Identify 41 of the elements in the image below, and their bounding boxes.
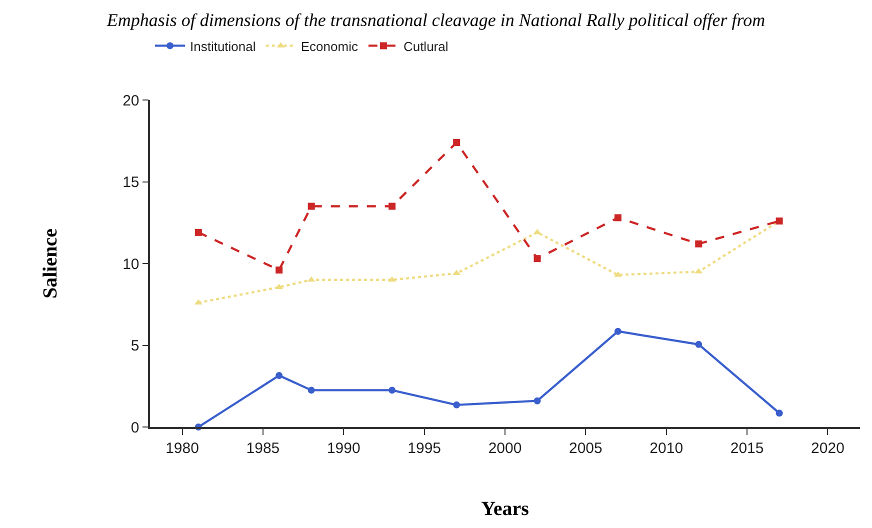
x-tick-label: 2005 <box>568 440 602 457</box>
point <box>534 255 541 262</box>
point <box>194 228 202 236</box>
legend-label: Cutlural <box>403 38 448 54</box>
point <box>307 276 316 282</box>
chart-title: Emphasis of dimensions of the transnational cleavage in National Rally political offer from <box>106 10 766 30</box>
x-tick-label: 2020 <box>811 440 844 457</box>
point <box>388 386 396 394</box>
point <box>276 372 283 379</box>
point <box>388 202 396 210</box>
x-tick-label: 1995 <box>408 440 442 457</box>
point <box>276 266 283 274</box>
point <box>695 240 702 248</box>
y-tick-label: 10 <box>122 256 140 273</box>
point <box>776 410 783 417</box>
legend-label: Institutional <box>190 38 256 54</box>
point <box>695 340 702 348</box>
y-tick-label: 15 <box>122 174 140 191</box>
point <box>388 276 396 282</box>
point <box>453 401 460 408</box>
y-tick-label: 0 <box>130 419 140 436</box>
point <box>308 202 315 210</box>
x-tick-label: 1990 <box>326 440 360 457</box>
x-tick-label: 2000 <box>488 440 522 457</box>
point <box>453 139 460 146</box>
x-tick-label: 1980 <box>166 440 199 457</box>
y-tick-label: 5 <box>130 338 140 354</box>
x-tick-label: 1985 <box>246 440 280 457</box>
x-tick-label: 2015 <box>730 440 764 457</box>
point <box>614 328 622 335</box>
point <box>534 397 541 404</box>
legend-label: Economic <box>300 38 358 54</box>
point <box>308 386 315 394</box>
x-tick-label: 2010 <box>650 440 684 457</box>
point <box>614 214 622 222</box>
y-axis-title: Salience <box>40 228 62 298</box>
point <box>452 270 461 276</box>
y-tick-label: 20 <box>122 92 140 110</box>
x-axis-title: Years <box>481 498 530 520</box>
point <box>533 228 542 234</box>
point <box>614 271 622 277</box>
